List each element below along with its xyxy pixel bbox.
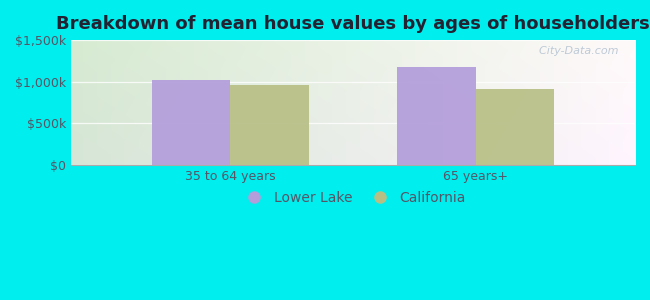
- Text: City-Data.com: City-Data.com: [532, 46, 618, 56]
- Bar: [230, 85, 309, 165]
- Title: Breakdown of mean house values by ages of householders: Breakdown of mean house values by ages o…: [56, 15, 650, 33]
- Bar: [476, 89, 554, 165]
- Legend: Lower Lake, California: Lower Lake, California: [235, 185, 471, 210]
- Bar: [152, 80, 230, 165]
- Bar: [397, 67, 476, 165]
